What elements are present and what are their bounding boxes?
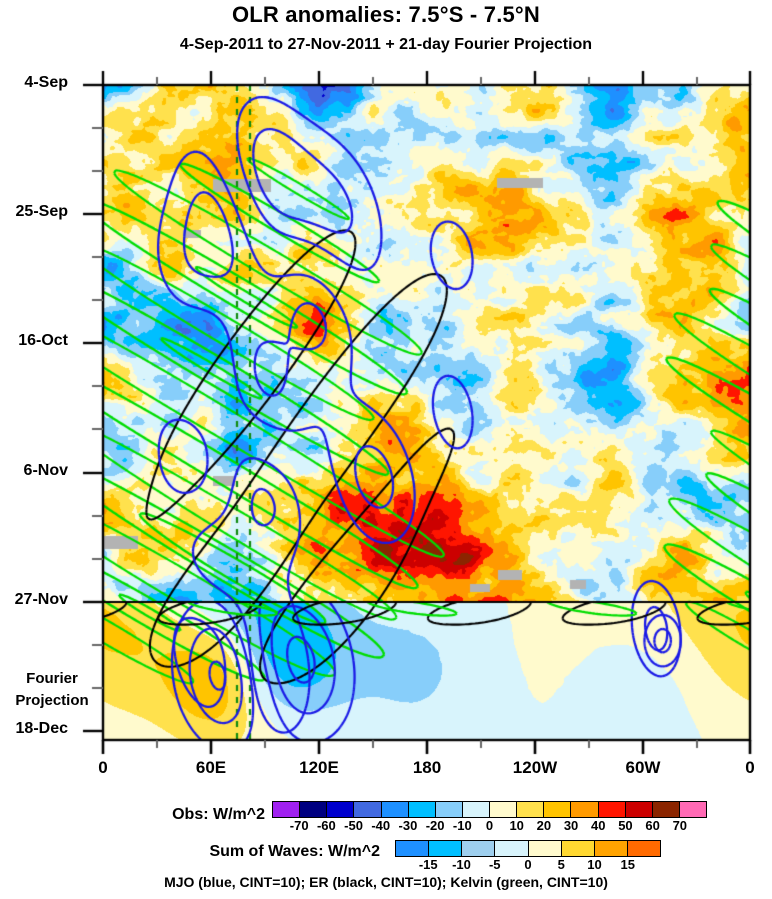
colorbar-swatch <box>678 802 706 817</box>
colorbar-tick-label: 60 <box>645 818 660 833</box>
colorbar-tick-label: -50 <box>344 818 363 833</box>
colorbar-tick-label: 40 <box>591 818 606 833</box>
y-tick-label-4-sep: 4-Sep <box>24 74 68 91</box>
colorbar-tick-label: -5 <box>488 857 501 872</box>
obs-colorbar <box>272 801 707 818</box>
colorbar-tick-label: -15 <box>418 857 438 872</box>
colorbar-swatch <box>593 841 627 856</box>
colorbar-swatch <box>651 802 679 817</box>
obs-colorbar-caption: Obs: W/m^2 <box>172 806 265 823</box>
fourier-projection-label-line2: Projection <box>15 692 89 709</box>
colorbar-swatch <box>273 802 300 817</box>
fourier-projection-label-line1: Fourier <box>26 670 78 687</box>
sum-of-waves-colorbar <box>395 840 661 857</box>
colorbar-tick-label: -70 <box>289 818 309 833</box>
colorbar-swatch <box>299 802 327 817</box>
y-tick-label-6-nov: 6-Nov <box>23 462 68 479</box>
x-tick-label-4: 120W <box>512 758 558 777</box>
colorbar-swatch <box>570 802 598 817</box>
colorbar-swatch <box>428 841 462 856</box>
colorbar-tick-label: 0 <box>524 857 532 872</box>
colorbar-tick-label: -40 <box>371 818 391 833</box>
colorbar-swatch <box>494 841 528 856</box>
colorbar-tick-label: 70 <box>672 818 688 833</box>
colorbar-tick-label: -10 <box>452 818 472 833</box>
colorbar-tick-label: 15 <box>620 857 635 872</box>
colorbar-swatch <box>407 802 435 817</box>
wave-legend-footnote: MJO (blue, CINT=10); ER (black, CINT=10)… <box>164 874 608 890</box>
y-tick-label-16-oct: 16-Oct <box>18 332 68 349</box>
x-tick-label-3: 180 <box>412 758 442 777</box>
colorbar-tick-label: 5 <box>557 857 565 872</box>
colorbar-swatch <box>543 802 571 817</box>
colorbar-tick-label: -30 <box>398 818 418 833</box>
x-tick-label-5: 60W <box>625 758 661 777</box>
colorbar-tick-label: -60 <box>316 818 336 833</box>
colorbar-swatch <box>597 802 625 817</box>
y-tick-label-27-nov: 27-Nov <box>14 591 68 608</box>
colorbar-swatch <box>326 802 354 817</box>
colorbar-swatch <box>353 802 381 817</box>
colorbar-tick-label: 20 <box>536 818 552 833</box>
colorbar-swatch <box>624 802 652 817</box>
colorbar-tick-label: 10 <box>509 818 524 833</box>
colorbar-swatch <box>380 802 408 817</box>
colorbar-swatch <box>461 841 495 856</box>
y-tick-label-25-sep: 25-Sep <box>15 203 68 220</box>
x-tick-label-2: 120E <box>299 758 339 777</box>
colorbar-tick-label: 10 <box>587 857 602 872</box>
colorbar-swatch <box>626 841 660 856</box>
sum-of-waves-colorbar-caption: Sum of Waves: W/m^2 <box>209 843 380 860</box>
colorbar-tick-label: -10 <box>452 857 471 872</box>
x-tick-label-0: 0 <box>98 758 108 777</box>
x-tick-label-6: 0 <box>745 758 755 777</box>
colorbar-tick-label: 30 <box>563 818 579 833</box>
x-tick-label-1: 60E <box>195 758 227 777</box>
colorbar-swatch <box>434 802 462 817</box>
colorbar-tick-label: 0 <box>485 818 494 833</box>
colorbar-swatch <box>396 841 429 856</box>
colorbar-swatch <box>527 841 561 856</box>
colorbar-swatch <box>489 802 517 817</box>
colorbar-swatch <box>560 841 594 856</box>
y-tick-label-18-dec: 18-Dec <box>15 720 68 737</box>
colorbar-tick-label: 50 <box>618 818 633 833</box>
colorbar-swatch <box>516 802 544 817</box>
colorbar-tick-label: -20 <box>425 818 445 833</box>
colorbar-swatch <box>461 802 489 817</box>
